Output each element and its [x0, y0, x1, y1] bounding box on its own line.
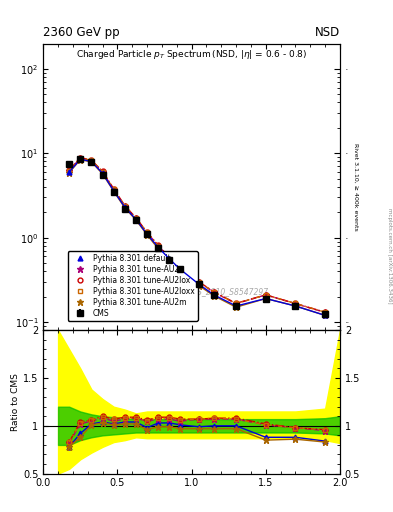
Pythia 8.301 tune-AU2loxx	[134, 215, 138, 221]
Pythia 8.301 default	[89, 158, 94, 164]
Pythia 8.301 tune-AU2lox	[178, 264, 183, 270]
Pythia 8.301 tune-AU2loxx	[123, 203, 127, 209]
Pythia 8.301 tune-AU2m	[111, 188, 116, 195]
Pythia 8.301 tune-AU2loxx	[211, 289, 216, 295]
Pythia 8.301 default	[167, 256, 172, 262]
Pythia 8.301 tune-AU2m	[134, 217, 138, 223]
Pythia 8.301 tune-AU2lox	[196, 279, 201, 285]
Pythia 8.301 tune-AU2m	[123, 205, 127, 211]
Legend: Pythia 8.301 default, Pythia 8.301 tune-AU2, Pythia 8.301 tune-AU2lox, Pythia 8.: Pythia 8.301 default, Pythia 8.301 tune-…	[68, 251, 198, 321]
Text: Charged Particle $p_T$ Spectrum (NSD, $|\eta|$ = 0.6 - 0.8): Charged Particle $p_T$ Spectrum (NSD, $|…	[76, 48, 307, 61]
Pythia 8.301 default	[145, 231, 149, 237]
Pythia 8.301 tune-AU2	[167, 254, 172, 261]
Pythia 8.301 tune-AU2lox	[123, 203, 127, 209]
Pythia 8.301 tune-AU2	[211, 289, 216, 295]
Pythia 8.301 default	[67, 169, 72, 175]
Pythia 8.301 tune-AU2lox	[323, 309, 327, 315]
Pythia 8.301 default	[134, 216, 138, 222]
Pythia 8.301 tune-AU2loxx	[89, 157, 94, 163]
Pythia 8.301 tune-AU2loxx	[111, 186, 116, 193]
Pythia 8.301 tune-AU2	[89, 158, 94, 164]
Pythia 8.301 tune-AU2loxx	[67, 167, 72, 174]
Pythia 8.301 default	[178, 266, 183, 272]
Line: Pythia 8.301 tune-AU2: Pythia 8.301 tune-AU2	[66, 155, 329, 316]
Pythia 8.301 tune-AU2	[100, 169, 105, 175]
Pythia 8.301 tune-AU2	[196, 279, 201, 285]
Pythia 8.301 tune-AU2m	[263, 295, 268, 302]
Pythia 8.301 tune-AU2m	[145, 232, 149, 238]
Pythia 8.301 default	[156, 244, 161, 250]
Pythia 8.301 tune-AU2lox	[89, 157, 94, 163]
Pythia 8.301 tune-AU2	[263, 292, 268, 298]
Pythia 8.301 tune-AU2m	[167, 257, 172, 263]
Pythia 8.301 default	[123, 204, 127, 210]
Pythia 8.301 default	[196, 281, 201, 287]
Pythia 8.301 tune-AU2m	[67, 169, 72, 176]
Pythia 8.301 tune-AU2m	[89, 159, 94, 165]
Pythia 8.301 tune-AU2m	[211, 293, 216, 299]
Pythia 8.301 tune-AU2loxx	[156, 243, 161, 249]
Pythia 8.301 tune-AU2lox	[156, 242, 161, 248]
Pythia 8.301 tune-AU2	[323, 309, 327, 315]
Pythia 8.301 default	[211, 292, 216, 298]
Pythia 8.301 tune-AU2	[123, 203, 127, 209]
Line: Pythia 8.301 tune-AU2m: Pythia 8.301 tune-AU2m	[66, 156, 329, 319]
Pythia 8.301 tune-AU2lox	[167, 254, 172, 260]
Pythia 8.301 tune-AU2	[134, 215, 138, 221]
Pythia 8.301 tune-AU2m	[196, 283, 201, 289]
Text: NSD: NSD	[315, 27, 340, 39]
Text: CMS_2010_S8547297: CMS_2010_S8547297	[185, 287, 269, 296]
Pythia 8.301 default	[100, 170, 105, 176]
Pythia 8.301 tune-AU2loxx	[323, 309, 327, 315]
Pythia 8.301 tune-AU2loxx	[78, 155, 83, 161]
Pythia 8.301 default	[111, 188, 116, 194]
Pythia 8.301 tune-AU2loxx	[178, 265, 183, 271]
Pythia 8.301 tune-AU2m	[156, 246, 161, 252]
Pythia 8.301 tune-AU2m	[178, 268, 183, 274]
Pythia 8.301 tune-AU2loxx	[167, 254, 172, 261]
Pythia 8.301 tune-AU2	[111, 187, 116, 193]
Pythia 8.301 tune-AU2	[145, 229, 149, 236]
Pythia 8.301 tune-AU2m	[323, 312, 327, 318]
Line: Pythia 8.301 default: Pythia 8.301 default	[67, 157, 327, 318]
Pythia 8.301 tune-AU2lox	[100, 168, 105, 175]
Pythia 8.301 tune-AU2m	[293, 303, 298, 309]
Pythia 8.301 tune-AU2lox	[67, 167, 72, 173]
Pythia 8.301 default	[323, 312, 327, 318]
Pythia 8.301 tune-AU2loxx	[293, 301, 298, 307]
Pythia 8.301 tune-AU2lox	[234, 300, 239, 306]
Pythia 8.301 tune-AU2loxx	[145, 229, 149, 236]
Pythia 8.301 default	[293, 303, 298, 309]
Pythia 8.301 default	[234, 303, 239, 309]
Pythia 8.301 tune-AU2	[178, 265, 183, 271]
Pythia 8.301 tune-AU2lox	[263, 292, 268, 298]
Pythia 8.301 tune-AU2m	[234, 304, 239, 310]
Pythia 8.301 tune-AU2loxx	[196, 279, 201, 285]
Pythia 8.301 tune-AU2lox	[145, 229, 149, 236]
Pythia 8.301 tune-AU2lox	[293, 301, 298, 307]
Pythia 8.301 tune-AU2	[67, 168, 72, 174]
Pythia 8.301 tune-AU2lox	[134, 215, 138, 221]
Pythia 8.301 tune-AU2lox	[78, 155, 83, 161]
Pythia 8.301 tune-AU2	[293, 301, 298, 307]
Y-axis label: Rivet 3.1.10, ≥ 400k events: Rivet 3.1.10, ≥ 400k events	[353, 143, 358, 231]
Pythia 8.301 tune-AU2m	[100, 171, 105, 177]
Y-axis label: Ratio to CMS: Ratio to CMS	[11, 373, 20, 431]
Pythia 8.301 tune-AU2	[78, 155, 83, 161]
Pythia 8.301 tune-AU2lox	[211, 289, 216, 295]
Pythia 8.301 tune-AU2m	[78, 157, 83, 163]
Line: Pythia 8.301 tune-AU2lox: Pythia 8.301 tune-AU2lox	[67, 155, 327, 314]
Pythia 8.301 tune-AU2	[156, 243, 161, 249]
Pythia 8.301 tune-AU2loxx	[100, 168, 105, 175]
Pythia 8.301 tune-AU2loxx	[234, 301, 239, 307]
Pythia 8.301 tune-AU2	[234, 301, 239, 307]
Text: mcplots.cern.ch [arXiv:1306.3436]: mcplots.cern.ch [arXiv:1306.3436]	[387, 208, 392, 304]
Pythia 8.301 tune-AU2lox	[111, 186, 116, 192]
Pythia 8.301 default	[263, 295, 268, 302]
Pythia 8.301 tune-AU2loxx	[263, 292, 268, 298]
Text: 2360 GeV pp: 2360 GeV pp	[43, 27, 120, 39]
Line: Pythia 8.301 tune-AU2loxx: Pythia 8.301 tune-AU2loxx	[67, 155, 327, 314]
Pythia 8.301 default	[78, 156, 83, 162]
